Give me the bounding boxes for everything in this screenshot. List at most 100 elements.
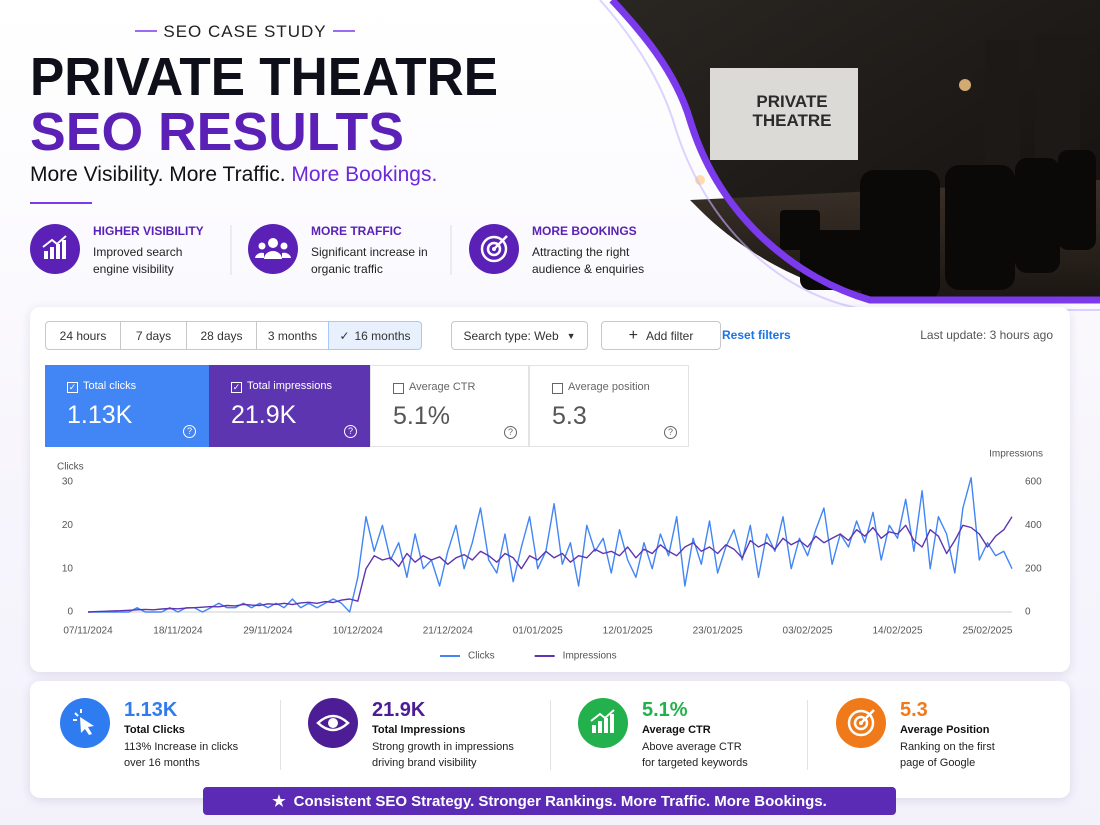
x-tick-label: 07/11/2024: [63, 626, 113, 637]
button-label: 16 months: [354, 328, 411, 343]
reset-filters-link[interactable]: Reset filters: [722, 328, 791, 342]
seats: [780, 150, 1096, 300]
search-type-dropdown[interactable]: Search type: Web ▼: [451, 321, 588, 350]
feature-icon: [30, 224, 80, 274]
series-line: [88, 477, 1013, 613]
y2-axis-title: Impressions: [989, 450, 1043, 460]
stat-text: 113% Increase in clicks: [124, 741, 239, 753]
checkbox: ✓: [231, 382, 242, 393]
feature-text: Improved search: [93, 245, 183, 259]
screen: [710, 68, 858, 160]
metric-card[interactable]: Average position 5.3?: [529, 365, 689, 447]
footer-text: Consistent SEO Strategy. Stronger Rankin…: [293, 792, 827, 810]
feature-text: organic traffic: [311, 262, 383, 276]
tagline-text: More Visibility. More Traffic.: [30, 163, 286, 186]
tagline-highlight: More Bookings.: [291, 163, 438, 186]
metric-card[interactable]: ✓ Total impressions 21.9K?: [209, 365, 370, 447]
screen-text: THEATRE: [752, 111, 831, 130]
feature-icon: [469, 224, 519, 274]
feature-text: Attracting the right: [532, 245, 630, 259]
stat-title: Total Clicks: [124, 724, 185, 736]
x-tick-label: 18/11/2024: [153, 626, 203, 637]
stat-title: Total Impressions: [372, 724, 466, 736]
date-range-button[interactable]: 24 hours: [45, 321, 121, 350]
legend-label: Clicks: [468, 651, 495, 662]
stat-text: over 16 months: [124, 757, 200, 769]
help-icon: ?: [504, 426, 517, 439]
x-tick-label: 29/11/2024: [243, 626, 293, 637]
feature-icon: [248, 224, 298, 274]
metric-value: 5.1%: [393, 402, 450, 430]
wall-panel: [985, 40, 1020, 180]
x-tick-label: 10/12/2024: [333, 626, 383, 637]
button-label: 3 months: [267, 328, 318, 343]
feature-title: HIGHER VISIBILITY: [93, 224, 204, 238]
stat-icon: [836, 698, 886, 748]
stat-text: Above average CTR: [642, 741, 742, 753]
tagline: More Visibility. More Traffic. More Book…: [30, 163, 437, 187]
feature-text: audience & enquiries: [532, 262, 645, 276]
divider: [280, 700, 281, 770]
button-label: 7 days: [135, 328, 172, 343]
y-tick-label: 10: [62, 563, 74, 574]
button-label: Add filter: [645, 328, 694, 343]
wall-light: [959, 79, 971, 91]
metric-value: 21.9K: [231, 401, 297, 429]
y-tick-label: 30: [62, 477, 74, 488]
metric-label: Average CTR: [409, 381, 476, 393]
footer-banner: ★ Consistent SEO Strategy. Stronger Ranki…: [203, 787, 896, 815]
metric-label: Average position: [568, 381, 650, 393]
accent-curve: [599, 0, 1100, 311]
x-tick-label: 25/02/2025: [962, 626, 1012, 637]
checkbox: [552, 383, 563, 394]
stat-icon: [60, 698, 110, 748]
add-filter-button[interactable]: + Add filter: [601, 321, 721, 350]
feature-text: Significant increase in: [311, 245, 428, 259]
divider: [807, 700, 808, 770]
x-tick-label: 01/01/2025: [513, 626, 563, 637]
title-line: SEO RESULTS: [30, 102, 404, 162]
stat-text: page of Google: [900, 757, 976, 769]
feature-title: MORE BOOKINGS: [532, 224, 637, 238]
metric-label: Total clicks: [83, 380, 137, 392]
x-tick-label: 21/12/2024: [423, 626, 473, 637]
metric-card[interactable]: ✓ Total clicks 1.13K?: [45, 365, 209, 447]
date-range-button[interactable]: 3 months: [256, 321, 329, 350]
feature-text: engine visibility: [93, 262, 174, 276]
title-line: PRIVATE THEATRE: [30, 47, 498, 107]
x-tick-label: 03/02/2025: [783, 626, 833, 637]
legend-label: Impressions: [563, 651, 617, 662]
series-line: [87, 516, 1013, 613]
stat-text: for targeted keywords: [642, 757, 748, 769]
checkbox: [393, 383, 404, 394]
metric-label: Total impressions: [247, 380, 332, 392]
date-range-button[interactable]: 28 days: [186, 321, 257, 350]
header-art: PRIVATE THEATRE SEO CASE STUDY PRIVATE T…: [30, 0, 1100, 311]
metric-card[interactable]: Average CTR 5.1%?: [370, 365, 529, 447]
y2-tick-label: 200: [1025, 563, 1042, 574]
check-icon: ✓: [339, 328, 350, 343]
dropdown-label: Search type: Web: [463, 328, 559, 343]
dropdown-caret: ▼: [566, 330, 576, 341]
date-range-button[interactable]: ✓ 16 months: [328, 321, 422, 350]
checkbox: ✓: [67, 382, 78, 393]
stat-title: Average Position: [900, 724, 990, 736]
metric-value: 5.3: [552, 402, 587, 430]
eyebrow: SEO CASE STUDY: [163, 22, 326, 41]
stat-value: 21.9K: [372, 699, 426, 721]
y-tick-label: 20: [62, 520, 74, 531]
stat-value: 5.1%: [642, 699, 688, 721]
stat-text: Ranking on the first: [900, 741, 995, 753]
x-tick-label: 12/01/2025: [603, 626, 653, 637]
stat-value: 5.3: [900, 699, 928, 721]
y-axis-title: Clicks: [57, 462, 84, 473]
last-update: Last update: 3 hours ago: [920, 328, 1053, 342]
date-range-button[interactable]: 7 days: [120, 321, 187, 350]
help-icon: ?: [344, 425, 357, 438]
button-label: 24 hours: [59, 328, 107, 343]
button-label: 28 days: [200, 328, 243, 343]
screen-text: PRIVATE: [756, 92, 827, 111]
y2-tick-label: 600: [1025, 477, 1042, 488]
divider: [550, 700, 551, 770]
